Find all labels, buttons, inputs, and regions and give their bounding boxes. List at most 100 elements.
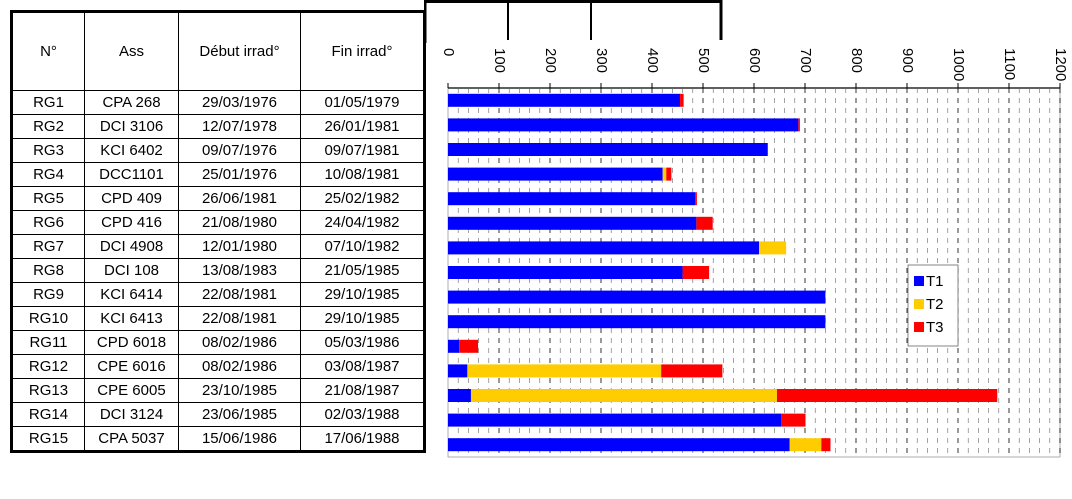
row-end-date: 07/10/1982: [300, 234, 425, 259]
row-start-date: 08/02/1986: [178, 354, 301, 379]
bar-t1-rg5: [448, 192, 696, 206]
bar-t1-rg11: [448, 339, 460, 353]
bar-t1-rg3: [448, 143, 768, 156]
bar-t3-rg6: [696, 216, 713, 230]
row-end-date: 02/03/1988: [300, 402, 425, 427]
row-number: RG7: [11, 234, 85, 259]
legend-label-t1: T1: [926, 273, 944, 290]
row-end-date: 05/03/1986: [300, 330, 425, 355]
row-assembly: KCI 6414: [84, 282, 179, 307]
legend-label-t2: T2: [926, 296, 944, 313]
table-row: RG10 KCI 6413 22/08/1981 29/10/1985: [11, 306, 425, 331]
bar-t1-rg4: [448, 167, 663, 181]
table-row: RG11 CPD 6018 08/02/1986 05/03/1986: [11, 330, 425, 355]
row-number: RG1: [11, 90, 85, 115]
row-number: RG9: [11, 282, 85, 307]
row-start-date: 09/07/1976: [178, 138, 301, 163]
row-assembly: CPE 6005: [84, 378, 179, 403]
bar-t1-rg6: [448, 216, 697, 230]
row-assembly: KCI 6413: [84, 306, 179, 331]
row-start-date: 23/06/1985: [178, 402, 301, 427]
x-tick-label: 1100: [1001, 48, 1018, 80]
x-tick-label: 200: [542, 48, 559, 73]
runs-table: N° Ass Début irrad° Fin irrad° RG1 CPA 26…: [10, 10, 426, 453]
x-tick-label: 1000: [950, 48, 967, 81]
x-tick-label: 1200: [1052, 48, 1069, 81]
row-end-date: 09/07/1981: [300, 138, 425, 163]
row-number: RG12: [11, 354, 85, 379]
row-start-date: 25/01/1976: [178, 162, 301, 187]
x-tick-label: 600: [746, 48, 763, 73]
row-end-date: 17/06/1988: [300, 426, 425, 452]
row-number: RG6: [11, 210, 85, 235]
table-row: RG3 KCI 6402 09/07/1976 09/07/1981: [11, 138, 425, 163]
row-end-date: 26/01/1981: [300, 114, 425, 139]
row-assembly: KCI 6402: [84, 138, 179, 163]
row-assembly: CPA 5037: [84, 426, 179, 452]
x-tick-label: 500: [695, 48, 712, 73]
table-row: RG8 DCI 108 13/08/1983 21/05/1985: [11, 258, 425, 283]
row-assembly: DCC1101: [84, 162, 179, 187]
bar-t3-rg2: [798, 118, 800, 132]
row-start-date: 22/08/1981: [178, 306, 301, 331]
bar-t3-rg4: [666, 167, 672, 181]
table-row: RG9 KCI 6414 22/08/1981 29/10/1985: [11, 282, 425, 307]
legend-label-t3: T3: [926, 319, 944, 336]
row-start-date: 15/06/1986: [178, 426, 301, 452]
x-tick-label: 700: [797, 48, 814, 73]
bar-t1-rg12: [448, 364, 468, 378]
bar-t1-rg9: [448, 290, 826, 304]
table-row: RG14 DCI 3124 23/06/1985 02/03/1988: [11, 402, 425, 427]
bar-t1-rg1: [448, 93, 681, 107]
legend-swatch-t1: [914, 276, 924, 286]
bar-t1-rg2: [448, 118, 799, 132]
row-end-date: 10/08/1981: [300, 162, 425, 187]
row-start-date: 21/08/1980: [178, 210, 301, 235]
row-start-date: 22/08/1981: [178, 282, 301, 307]
table-row: RG12 CPE 6016 08/02/1986 03/08/1987: [11, 354, 425, 379]
row-assembly: CPD 409: [84, 186, 179, 211]
legend-swatch-t2: [914, 299, 924, 309]
bar-t3-rg8: [682, 266, 710, 279]
table-row: RG5 CPD 409 26/06/1981 25/02/1982: [11, 186, 425, 211]
row-number: RG4: [11, 162, 85, 187]
bar-t2-rg15: [789, 438, 822, 452]
row-end-date: 21/08/1987: [300, 378, 425, 403]
row-assembly: DCI 4908: [84, 234, 179, 259]
row-start-date: 29/03/1976: [178, 90, 301, 115]
row-number: RG10: [11, 306, 85, 331]
bar-t3-rg12: [661, 364, 723, 378]
bar-t2-rg7: [759, 241, 787, 255]
bar-t3-rg5: [695, 192, 697, 206]
table-row: RG1 CPA 268 29/03/1976 01/05/1979: [11, 90, 425, 115]
row-start-date: 13/08/1983: [178, 258, 301, 283]
row-end-date: 25/02/1982: [300, 186, 425, 211]
bar-t1-rg14: [448, 413, 782, 427]
bar-t3-rg14: [781, 413, 806, 427]
x-tick-label: 400: [644, 48, 661, 73]
bar-t1-rg10: [448, 315, 826, 329]
row-assembly: DCI 3106: [84, 114, 179, 139]
row-assembly: CPD 416: [84, 210, 179, 235]
header-start: Début irrad°: [178, 11, 301, 91]
row-start-date: 26/06/1981: [178, 186, 301, 211]
bar-t1-rg13: [448, 389, 471, 402]
header-number: N°: [11, 11, 85, 91]
row-assembly: CPE 6016: [84, 354, 179, 379]
bar-t1-rg7: [448, 241, 760, 255]
x-tick-label: 100: [491, 48, 508, 73]
bar-t1-rg15: [448, 438, 790, 452]
row-end-date: 21/05/1985: [300, 258, 425, 283]
bar-t1-rg8: [448, 266, 683, 279]
table-row: RG15 CPA 5037 15/06/1986 17/06/1988: [11, 426, 425, 452]
row-number: RG15: [11, 426, 85, 452]
row-start-date: 12/07/1978: [178, 114, 301, 139]
header-assembly: Ass: [84, 11, 179, 91]
row-number: RG2: [11, 114, 85, 139]
row-end-date: 03/08/1987: [300, 354, 425, 379]
row-assembly: DCI 3124: [84, 402, 179, 427]
table-row: RG6 CPD 416 21/08/1980 24/04/1982: [11, 210, 425, 235]
x-tick-label: 0: [440, 48, 457, 56]
row-end-date: 24/04/1982: [300, 210, 425, 235]
table-row: RG2 DCI 3106 12/07/1978 26/01/1981: [11, 114, 425, 139]
